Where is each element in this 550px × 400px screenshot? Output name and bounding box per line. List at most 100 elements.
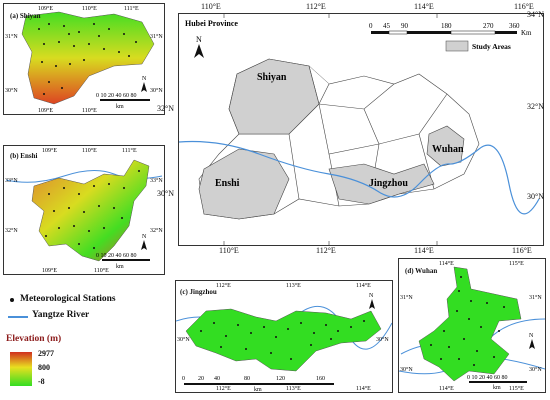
lon-label: 113°E (286, 385, 301, 392)
lon-label: 109°E (38, 5, 53, 12)
jingzhou-area (328, 163, 435, 205)
study-areas (198, 58, 465, 220)
legend-stations-label: Meteorological Stations (20, 294, 116, 304)
city-label-wuhan: Wuhan (432, 144, 464, 155)
lat-label: 32°N (5, 227, 18, 234)
lat-label: 30°N (376, 336, 389, 343)
wuhan-area (426, 125, 465, 167)
lon-label: 116°E (514, 2, 534, 11)
svg-text:40: 40 (214, 376, 220, 382)
svg-text:360: 360 (509, 22, 520, 30)
lat-label: 30°N (5, 87, 18, 94)
city-label-enshi: Enshi (215, 178, 240, 189)
hubei-main-map: Shiyan Enshi Jingzhou Wuhan Hubei Provin… (157, 2, 544, 255)
north-arrow-icon: N (141, 76, 147, 92)
lat-label: 30°N (527, 192, 544, 201)
lon-label: 109°E (38, 107, 53, 114)
legend-river-label: Yangtze River (32, 310, 90, 320)
svg-text:180: 180 (441, 22, 452, 30)
lon-label: 111°E (122, 147, 137, 154)
wuhan-map: 114°E 115°E 114°E 115°E 31°N 30°N 31°N 3… (398, 260, 546, 392)
jingzhou-map: 112°E 113°E 114°E 112°E 113°E 114°E 30°N… (175, 282, 393, 393)
svg-text:km: km (254, 387, 262, 392)
enshi-region (31, 159, 150, 262)
svg-text:N: N (369, 293, 374, 299)
scale-unit: km (493, 385, 501, 391)
yangtze-river-line (178, 140, 540, 215)
panel-title: (b) Enshi (10, 152, 38, 160)
lon-label: 114°E (439, 385, 454, 392)
jingzhou-stations (200, 320, 365, 360)
svg-text:0: 0 (182, 376, 185, 382)
scale-text: 0 10 20 40 60 80 (96, 253, 137, 259)
enshi-map: 109°E 110°E 111°E 109°E 110°E 33°N 32°N … (5, 147, 163, 274)
scale-unit: km (116, 264, 124, 270)
lon-label: 113°E (286, 282, 301, 289)
svg-text:160: 160 (316, 376, 325, 382)
north-arrow-icon: N (194, 35, 204, 58)
lat-label: 34°N (527, 10, 544, 19)
lat-label: 33°N (150, 177, 163, 184)
river-line-icon (8, 316, 28, 318)
lon-label: 112°E (316, 246, 336, 255)
north-arrow-icon: N (529, 333, 535, 349)
elevation-max: 2977 (38, 349, 54, 358)
map-title: Hubei Province (185, 19, 238, 28)
jingzhou-panel: 112°E 113°E 114°E 112°E 113°E 114°E 30°N… (175, 280, 393, 393)
lat-label: 31°N (529, 294, 542, 301)
lon-label: 115°E (509, 385, 524, 392)
lon-label: 114°E (356, 385, 371, 392)
lon-label: 112°E (216, 385, 231, 392)
study-area-legend: Study Areas (445, 40, 511, 52)
lat-label: 32°N (150, 227, 163, 234)
shiyan-map: 109°E 110°E 111°E 109°E 110°E 31°N 30°N … (5, 5, 163, 114)
shiyan-region (21, 11, 155, 105)
elevation-colorbar (10, 352, 32, 386)
scale-text: 0 10 20 40 60 80 (467, 375, 508, 381)
jingzhou-region (185, 308, 382, 372)
svg-text:20: 20 (198, 376, 204, 382)
svg-text:N: N (142, 76, 147, 82)
lat-label: 30°N (529, 366, 542, 373)
lat-label: 31°N (5, 33, 18, 40)
svg-text:Study Areas: Study Areas (472, 42, 511, 51)
lat-label: 30°N (400, 366, 413, 373)
lon-label: 114°E (356, 282, 371, 289)
scale-bar: 0 45 90 180 270 360 Km (369, 22, 532, 37)
svg-text:N: N (529, 333, 534, 339)
city-label-jingzhou: Jingzhou (369, 178, 408, 189)
svg-text:120: 120 (276, 376, 285, 382)
svg-text:N: N (196, 35, 202, 44)
panel-title: (d) Wuhan (405, 267, 438, 275)
lon-label: 114°E (439, 260, 454, 267)
shiyan-area (228, 58, 320, 135)
lat-label: 30°N (177, 336, 190, 343)
city-label-shiyan: Shiyan (257, 72, 287, 83)
lat-label: 32°N (527, 102, 544, 111)
lon-label: 112°E (306, 2, 326, 11)
station-dot-icon (10, 298, 14, 302)
lon-label: 114°E (414, 2, 434, 11)
scale-bar: 0 20 40 80 120 160 km (182, 376, 334, 393)
svg-text:270: 270 (483, 22, 494, 30)
lon-label: 110°E (82, 147, 97, 154)
wuhan-panel: 114°E 115°E 114°E 115°E 31°N 30°N 31°N 3… (398, 258, 546, 393)
lon-label: 110°E (82, 107, 97, 114)
lon-label: 110°E (94, 267, 109, 274)
lon-label: 111°E (124, 5, 139, 12)
enshi-stations (45, 170, 140, 249)
svg-text:45: 45 (383, 22, 391, 30)
lat-label: 30°N (157, 189, 174, 198)
north-arrow-icon: N (369, 293, 375, 309)
lat-label: 32°N (157, 104, 174, 113)
lon-label: 110°E (201, 2, 221, 11)
shiyan-stations (38, 23, 137, 95)
hubei-map-svg: Shiyan Enshi Jingzhou Wuhan Hubei Provin… (178, 14, 540, 245)
elevation-title: Elevation (m) (6, 334, 62, 344)
svg-text:90: 90 (401, 22, 409, 30)
enshi-panel: 109°E 110°E 111°E 109°E 110°E 33°N 32°N … (3, 145, 165, 275)
legend: Meteorological Stations Yangtze River El… (6, 290, 176, 390)
lon-label: 115°E (509, 260, 524, 267)
elevation-mid: 800 (38, 363, 50, 372)
svg-text:80: 80 (244, 376, 250, 382)
